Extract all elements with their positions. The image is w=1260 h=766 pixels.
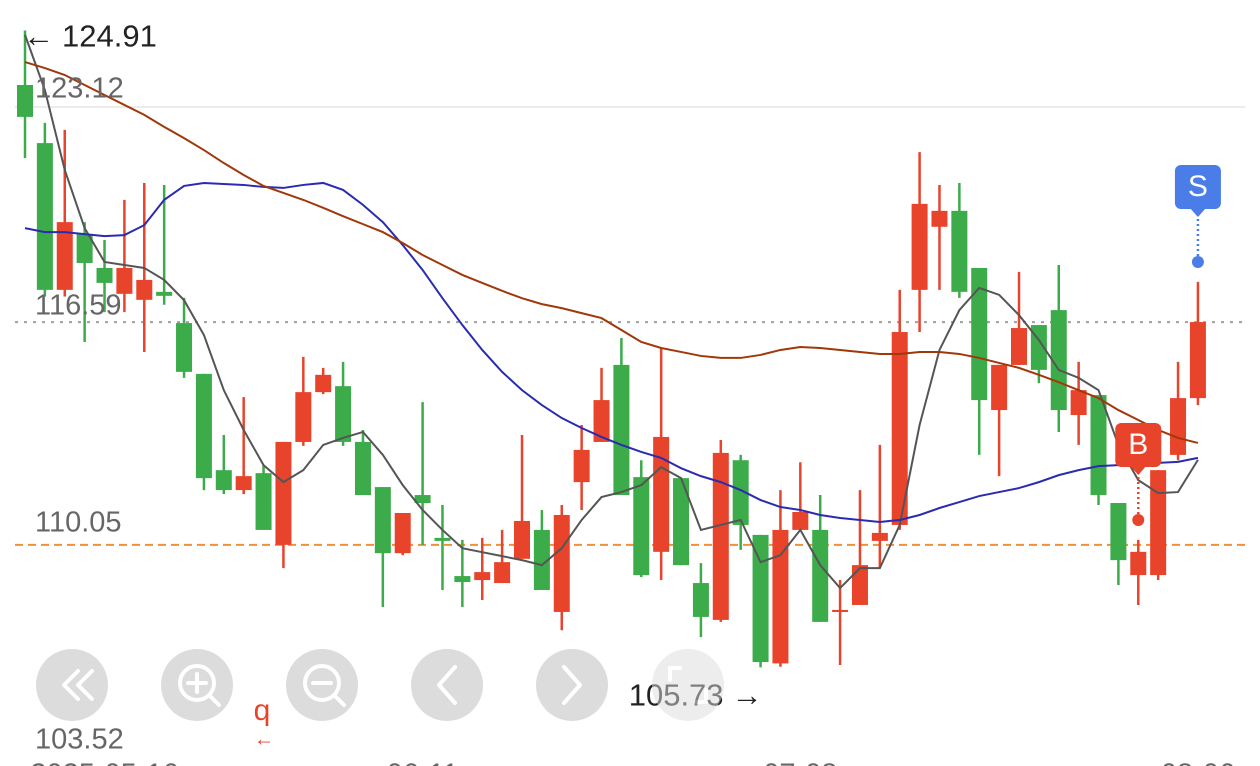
y-tick-label: 123.12: [35, 73, 124, 105]
signal-label: B: [1128, 428, 1148, 461]
x-tick-label: 06-11: [387, 759, 459, 766]
annotation-arrow: ←: [23, 19, 54, 54]
candle-body: [1090, 395, 1107, 496]
extreme-annotation: ← 124.91: [23, 19, 157, 54]
candle-body: [414, 495, 431, 504]
candle-body: [533, 529, 550, 591]
candle-body: [394, 512, 411, 554]
candle-body: [673, 478, 690, 566]
moving-average-line: [24, 61, 1199, 444]
candle-body: [434, 537, 451, 541]
candle-body: [1170, 398, 1187, 455]
candle-body: [36, 143, 53, 290]
candle-body: [474, 572, 491, 581]
candle-body: [991, 364, 1008, 411]
candle-body: [514, 520, 530, 559]
candle-body: [454, 576, 471, 583]
candle-body: [275, 441, 292, 545]
candle-body: [295, 392, 312, 442]
candle-body: [354, 441, 371, 496]
candle-body: [712, 452, 729, 620]
zoom-in-button[interactable]: [161, 649, 233, 721]
x-tick-label: 07-08: [763, 759, 837, 766]
candle-body: [116, 267, 133, 294]
candle-body: [732, 460, 749, 525]
side-arrow: ←: [254, 728, 274, 750]
candle-body: [1150, 470, 1167, 576]
y-tick-label: 116.59: [35, 289, 122, 321]
candle-body: [971, 267, 988, 401]
candle-body: [911, 203, 928, 290]
next-button[interactable]: [536, 649, 608, 721]
candle-body: [891, 332, 908, 525]
signal-dot: [1132, 513, 1145, 526]
annotation-arrow: →: [732, 678, 763, 713]
candle-body: [1070, 390, 1087, 416]
candle-body: [851, 565, 868, 605]
candle-body: [792, 511, 809, 530]
side-mark: q: [254, 694, 271, 727]
signal-badge: [1115, 422, 1162, 467]
candle-body: [772, 529, 789, 664]
y-tick-label: 110.05: [35, 507, 122, 539]
candle-body: [692, 583, 709, 617]
candle-body: [653, 436, 670, 552]
candle-body: [1189, 322, 1206, 399]
candle-body: [176, 323, 193, 372]
candle-body: [951, 210, 968, 292]
candle-body: [573, 449, 590, 483]
candle-body: [315, 374, 332, 393]
annotation-text: 124.91: [62, 19, 157, 54]
previous-button[interactable]: [411, 649, 483, 721]
candle-body: [136, 279, 153, 300]
candle-body: [752, 534, 769, 663]
candle-body: [593, 400, 610, 442]
signal-dot: [1191, 255, 1204, 268]
scroll-start-button[interactable]: [36, 649, 108, 721]
candle-body: [494, 562, 511, 584]
candle-body: [871, 532, 888, 541]
candle-body: [1130, 551, 1147, 576]
candle-body: [1110, 503, 1127, 561]
toolbar: [36, 649, 724, 721]
candle-body: [335, 386, 352, 442]
candle-body: [56, 222, 73, 290]
zoom-out-button[interactable]: [286, 649, 358, 721]
reset-button[interactable]: [652, 649, 724, 721]
signal-label: S: [1188, 170, 1208, 203]
candle-body: [613, 364, 630, 496]
candle-body: [76, 234, 93, 263]
candle-body: [1011, 328, 1027, 365]
signal-pointer: [1189, 207, 1206, 217]
candle-body: [812, 529, 829, 622]
moving-average-line: [24, 34, 1199, 590]
candle-body: [553, 514, 570, 612]
candle-body: [633, 477, 650, 576]
candle-body: [215, 470, 232, 491]
x-tick-label: 2025-05-16: [30, 759, 178, 766]
candle-body: [1050, 310, 1067, 411]
y-tick-label: 103.52: [35, 723, 124, 755]
candle-body: [374, 487, 391, 554]
signal-pointer: [1130, 465, 1147, 475]
candle-body: [255, 473, 272, 530]
moving-average-line: [24, 181, 1199, 523]
candle-body: [235, 476, 252, 491]
x-tick-label: 08-06: [1161, 759, 1235, 766]
candle-body: [195, 373, 212, 479]
candle-body: [832, 609, 849, 612]
candle-body: [96, 267, 113, 283]
signal-badge: [1174, 164, 1221, 209]
candle-body: [156, 291, 173, 296]
candle-body: [17, 85, 33, 117]
candle-body: [931, 210, 948, 227]
